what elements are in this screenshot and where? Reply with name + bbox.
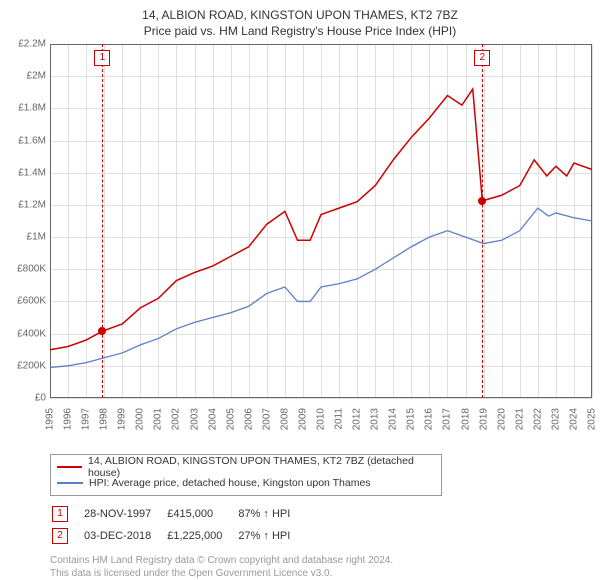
- x-tick-label: 1999: [117, 408, 128, 430]
- y-tick-label: £1.8M: [18, 103, 46, 114]
- series-svg: [50, 44, 592, 398]
- marker-label-2: 2: [474, 50, 490, 66]
- legend-label: 14, ALBION ROAD, KINGSTON UPON THAMES, K…: [88, 455, 435, 479]
- x-tick-label: 2004: [207, 408, 218, 430]
- footer-line-1: Contains HM Land Registry data © Crown c…: [50, 554, 592, 567]
- x-tick-label: 2025: [587, 408, 598, 430]
- legend-label: HPI: Average price, detached house, King…: [89, 477, 371, 489]
- x-tick-label: 1995: [45, 408, 56, 430]
- y-axis: £0£200K£400K£600K£800K£1M£1.2M£1.4M£1.6M…: [8, 44, 50, 398]
- y-tick-label: £1.4M: [18, 167, 46, 178]
- marker-id-box: 1: [52, 506, 68, 522]
- footer: Contains HM Land Registry data © Crown c…: [50, 554, 592, 580]
- x-tick-label: 2014: [388, 408, 399, 430]
- y-tick-label: £200K: [17, 360, 46, 371]
- x-tick-label: 2007: [261, 408, 272, 430]
- x-tick-label: 2003: [189, 408, 200, 430]
- marker-price: £415,000: [167, 504, 236, 524]
- x-tick-label: 2015: [406, 408, 417, 430]
- legend-item: 14, ALBION ROAD, KINGSTON UPON THAMES, K…: [57, 459, 435, 475]
- x-axis: 1995199619971998199920002001200220032004…: [50, 402, 592, 442]
- x-tick-label: 2009: [297, 408, 308, 430]
- x-tick-label: 2001: [153, 408, 164, 430]
- x-tick-label: 2013: [370, 408, 381, 430]
- marker-pct: 87% ↑ HPI: [238, 504, 304, 524]
- series-property: [50, 89, 592, 350]
- x-tick-label: 2000: [135, 408, 146, 430]
- marker-pct: 27% ↑ HPI: [238, 526, 304, 546]
- marker-dot-2: [478, 197, 486, 205]
- x-tick-label: 2019: [478, 408, 489, 430]
- x-tick-label: 1996: [63, 408, 74, 430]
- x-tick-label: 2018: [460, 408, 471, 430]
- y-tick-label: £1M: [27, 232, 46, 243]
- plot-area: 12: [50, 44, 592, 398]
- x-tick-label: 2017: [442, 408, 453, 430]
- marker-label-1: 1: [94, 50, 110, 66]
- legend: 14, ALBION ROAD, KINGSTON UPON THAMES, K…: [50, 454, 442, 496]
- x-tick-label: 2024: [568, 408, 579, 430]
- legend-swatch: [57, 482, 83, 484]
- x-tick-label: 2005: [225, 408, 236, 430]
- marker-date: 03-DEC-2018: [84, 526, 165, 546]
- marker-row: 1 28-NOV-1997£415,00087% ↑ HPI: [52, 504, 304, 524]
- marker-vline-1: [102, 44, 103, 398]
- x-tick-label: 2012: [352, 408, 363, 430]
- series-hpi: [50, 208, 592, 367]
- y-tick-label: £2.2M: [18, 39, 46, 50]
- marker-row: 2 03-DEC-2018£1,225,00027% ↑ HPI: [52, 526, 304, 546]
- marker-id-box: 2: [52, 528, 68, 544]
- footer-line-2: This data is licensed under the Open Gov…: [50, 567, 592, 580]
- x-tick-label: 2002: [171, 408, 182, 430]
- x-tick-label: 2020: [496, 408, 507, 430]
- marker-dot-1: [98, 327, 106, 335]
- legend-swatch: [57, 466, 82, 468]
- page-subtitle: Price paid vs. HM Land Registry's House …: [8, 24, 592, 38]
- x-tick-label: 2023: [550, 408, 561, 430]
- page-title: 14, ALBION ROAD, KINGSTON UPON THAMES, K…: [8, 8, 592, 22]
- x-tick-label: 2010: [316, 408, 327, 430]
- y-tick-label: £0: [35, 393, 46, 404]
- x-tick-label: 1997: [81, 408, 92, 430]
- x-tick-label: 2022: [532, 408, 543, 430]
- marker-price: £1,225,000: [167, 526, 236, 546]
- y-tick-label: £800K: [17, 264, 46, 275]
- y-tick-label: £1.2M: [18, 199, 46, 210]
- x-tick-label: 2016: [424, 408, 435, 430]
- y-tick-label: £400K: [17, 328, 46, 339]
- x-tick-label: 1998: [99, 408, 110, 430]
- y-tick-label: £1.6M: [18, 135, 46, 146]
- y-tick-label: £600K: [17, 296, 46, 307]
- x-tick-label: 2021: [514, 408, 525, 430]
- grid-v: [592, 44, 593, 398]
- grid-h: [50, 398, 592, 399]
- marker-date: 28-NOV-1997: [84, 504, 165, 524]
- chart: £0 £200K £400K £600K £800K £1M £1.2M £1.4M £1.6M…: [8, 44, 592, 414]
- marker-vline-2: [482, 44, 483, 398]
- markers-table: 1 28-NOV-1997£415,00087% ↑ HPI 2 03-DEC-201…: [50, 502, 306, 548]
- x-tick-label: 2011: [334, 408, 345, 430]
- x-tick-label: 2008: [279, 408, 290, 430]
- y-tick-label: £2M: [27, 71, 46, 82]
- x-tick-label: 2006: [243, 408, 254, 430]
